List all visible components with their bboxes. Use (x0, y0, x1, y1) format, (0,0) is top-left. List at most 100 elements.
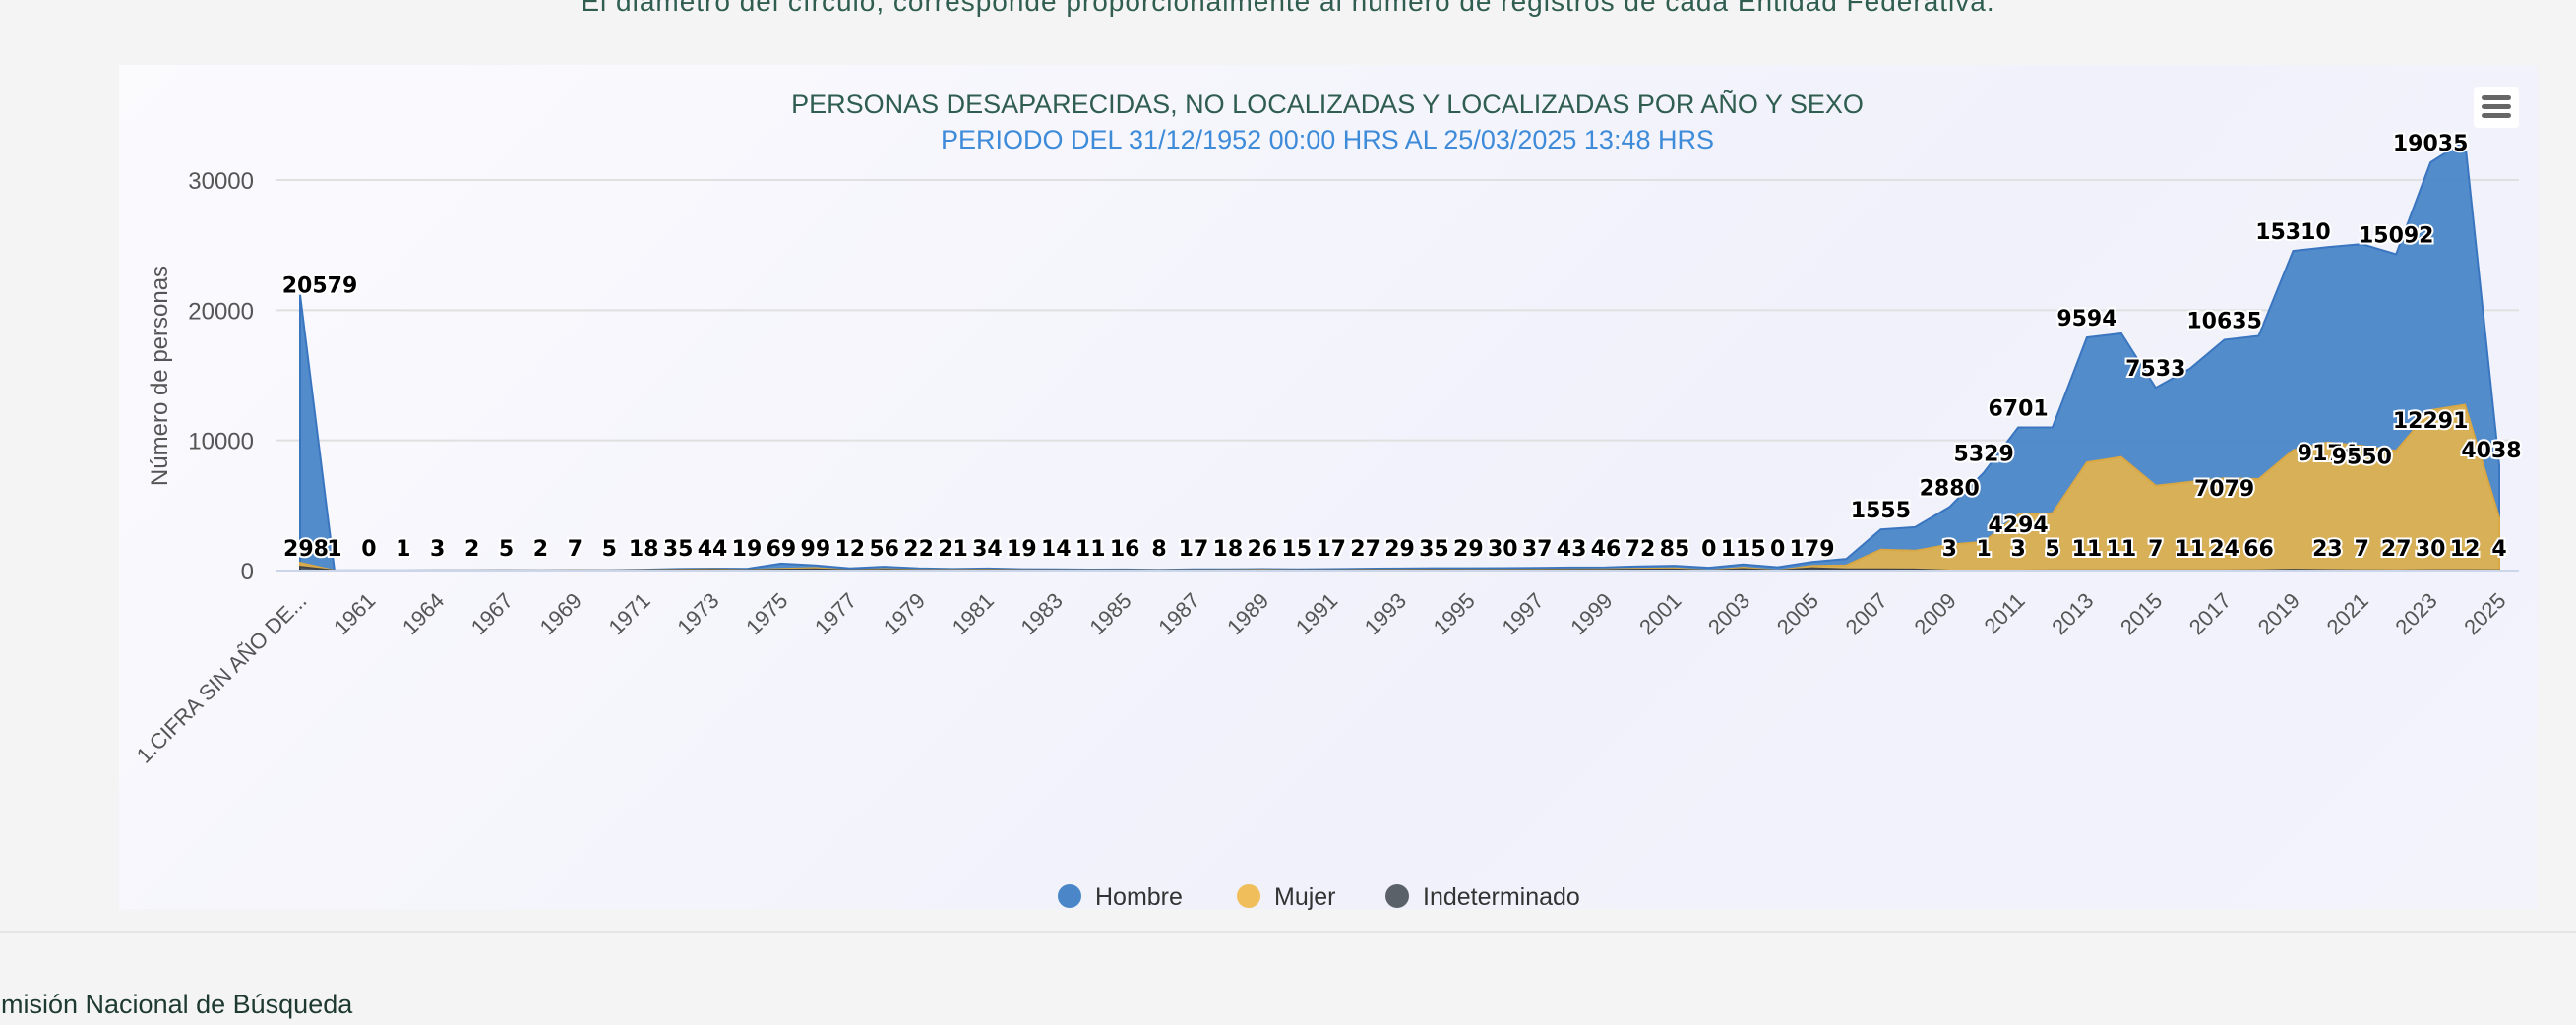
data-label: 7 (568, 537, 583, 562)
x-tick-label: 2007 (1841, 588, 1892, 639)
x-tick-label: 2021 (2322, 588, 2373, 639)
legend-label: Mujer (1274, 883, 1336, 911)
data-label: 8 (1151, 537, 1166, 562)
legend-item-hombre[interactable]: Hombre (1058, 883, 1183, 911)
legend-marker (1058, 884, 1081, 908)
x-tick-label: 2023 (2390, 588, 2441, 639)
x-tick-label: 2005 (1772, 588, 1823, 639)
data-label: 20579 (282, 274, 358, 299)
x-tick-label: 2025 (2459, 588, 2510, 639)
hamburger-bar (2482, 104, 2511, 109)
data-label: 298 (283, 537, 329, 562)
data-label: 2880 (1920, 476, 1980, 501)
x-tick-label: 1964 (398, 588, 449, 639)
x-tick-label: 1961 (329, 588, 380, 639)
legend-item-indeterminado[interactable]: Indeterminado (1385, 883, 1580, 911)
data-label: 0 (1701, 537, 1716, 562)
data-label: 14 (1041, 537, 1072, 562)
data-label: 5 (499, 537, 514, 562)
data-label: 5 (602, 537, 617, 562)
x-tick-label: 1983 (1016, 588, 1068, 639)
data-label: 10635 (2186, 309, 2262, 333)
x-tick-label: 2011 (1979, 588, 2029, 638)
data-label: 5 (2045, 537, 2059, 562)
data-label: 99 (801, 537, 831, 562)
hamburger-bar (2482, 95, 2511, 100)
x-tick-label: 1967 (466, 588, 518, 639)
data-label: 1 (1977, 537, 1992, 562)
x-tick-label: 1977 (810, 588, 861, 639)
y-tick-label: 20000 (188, 298, 254, 325)
chart-title: PERSONAS DESAPARECIDAS, NO LOCALIZADAS Y… (791, 89, 1864, 119)
x-tick-label: 1991 (1291, 588, 1342, 639)
x-tick-label: 2001 (1634, 588, 1686, 639)
x-tick-label: 1975 (741, 588, 792, 639)
map-caption: El diámetro del círculo, corresponde pro… (581, 0, 1995, 17)
data-label: 15310 (2255, 220, 2331, 245)
x-tick-label: 1971 (603, 588, 654, 639)
data-label: 4038 (2461, 439, 2521, 463)
data-label: 179 (1790, 537, 1835, 562)
data-label: 11 (2072, 537, 2103, 562)
data-label: 29 (1453, 537, 1484, 562)
legend-label: Hombre (1095, 883, 1183, 911)
legend-marker (1385, 884, 1409, 908)
x-tick-label: 2019 (2253, 588, 2304, 639)
data-label: 19 (732, 537, 763, 562)
data-label: 1 (396, 537, 410, 562)
data-label: 24 (2209, 537, 2239, 562)
x-tick-label: 1993 (1360, 588, 1411, 639)
data-label: 4294 (1988, 513, 2048, 538)
data-label: 16 (1110, 537, 1140, 562)
data-label: 9174 (2298, 442, 2358, 466)
data-label: 2 (533, 537, 548, 562)
x-tick-label: 1989 (1222, 588, 1273, 639)
data-label: 3 (2010, 537, 2025, 562)
data-label: 17 (1179, 537, 1209, 562)
data-label: 19 (1007, 537, 1037, 562)
x-tick-label: 1999 (1565, 588, 1617, 639)
chart-legend: Hombre Mujer Indeterminado (1058, 883, 1580, 911)
y-axis-ticks: 0 10000 20000 30000 (188, 168, 254, 585)
data-label: 7 (2148, 537, 2163, 562)
data-label: 5329 (1954, 442, 2014, 466)
x-tick-label: 1997 (1497, 588, 1548, 639)
y-tick-label: 0 (241, 559, 254, 585)
data-label: 34 (972, 537, 1003, 562)
data-label: 17 (1316, 537, 1346, 562)
data-label: 12 (834, 537, 865, 562)
x-tick-label: 2015 (2116, 588, 2167, 639)
data-label: 35 (663, 537, 694, 562)
data-label: 35 (1419, 537, 1449, 562)
data-label: 72 (1625, 537, 1656, 562)
data-label: 7 (2355, 537, 2369, 562)
y-tick-label: 30000 (188, 168, 254, 195)
y-tick-label: 10000 (188, 429, 254, 455)
data-label: 46 (1591, 537, 1622, 562)
footer-org-name: omisión Nacional de Búsqueda (0, 990, 353, 1019)
x-tick-label: 2003 (1703, 588, 1754, 639)
data-label: 0 (1770, 537, 1785, 562)
data-label: 37 (1522, 537, 1553, 562)
x-tick-label: 1981 (948, 588, 999, 639)
legend-marker (1237, 884, 1260, 908)
x-tick-label: 1969 (535, 588, 586, 639)
data-label: 0 (361, 537, 376, 562)
data-label: 15 (1281, 537, 1312, 562)
y-axis-label: Número de personas (147, 266, 173, 486)
hamburger-bar (2482, 113, 2511, 118)
data-label: 18 (1213, 537, 1244, 562)
data-label: 7079 (2194, 477, 2254, 502)
data-label: 44 (698, 537, 728, 562)
x-tick-label: 1979 (879, 588, 930, 639)
legend-item-mujer[interactable]: Mujer (1237, 883, 1336, 911)
data-label: 30 (2416, 537, 2446, 562)
series-areas (299, 139, 2500, 573)
chart-subtitle: PERIODO DEL 31/12/1952 00:00 HRS AL 25/0… (941, 125, 1714, 154)
x-tick-label: 1973 (672, 588, 723, 639)
x-axis-ticks: 1.CIFRA SIN AÑO DE... 1961 1964 1967 1969 197… (132, 588, 2511, 768)
chart-menu-button[interactable] (2474, 87, 2519, 128)
footer-divider (0, 931, 2576, 933)
